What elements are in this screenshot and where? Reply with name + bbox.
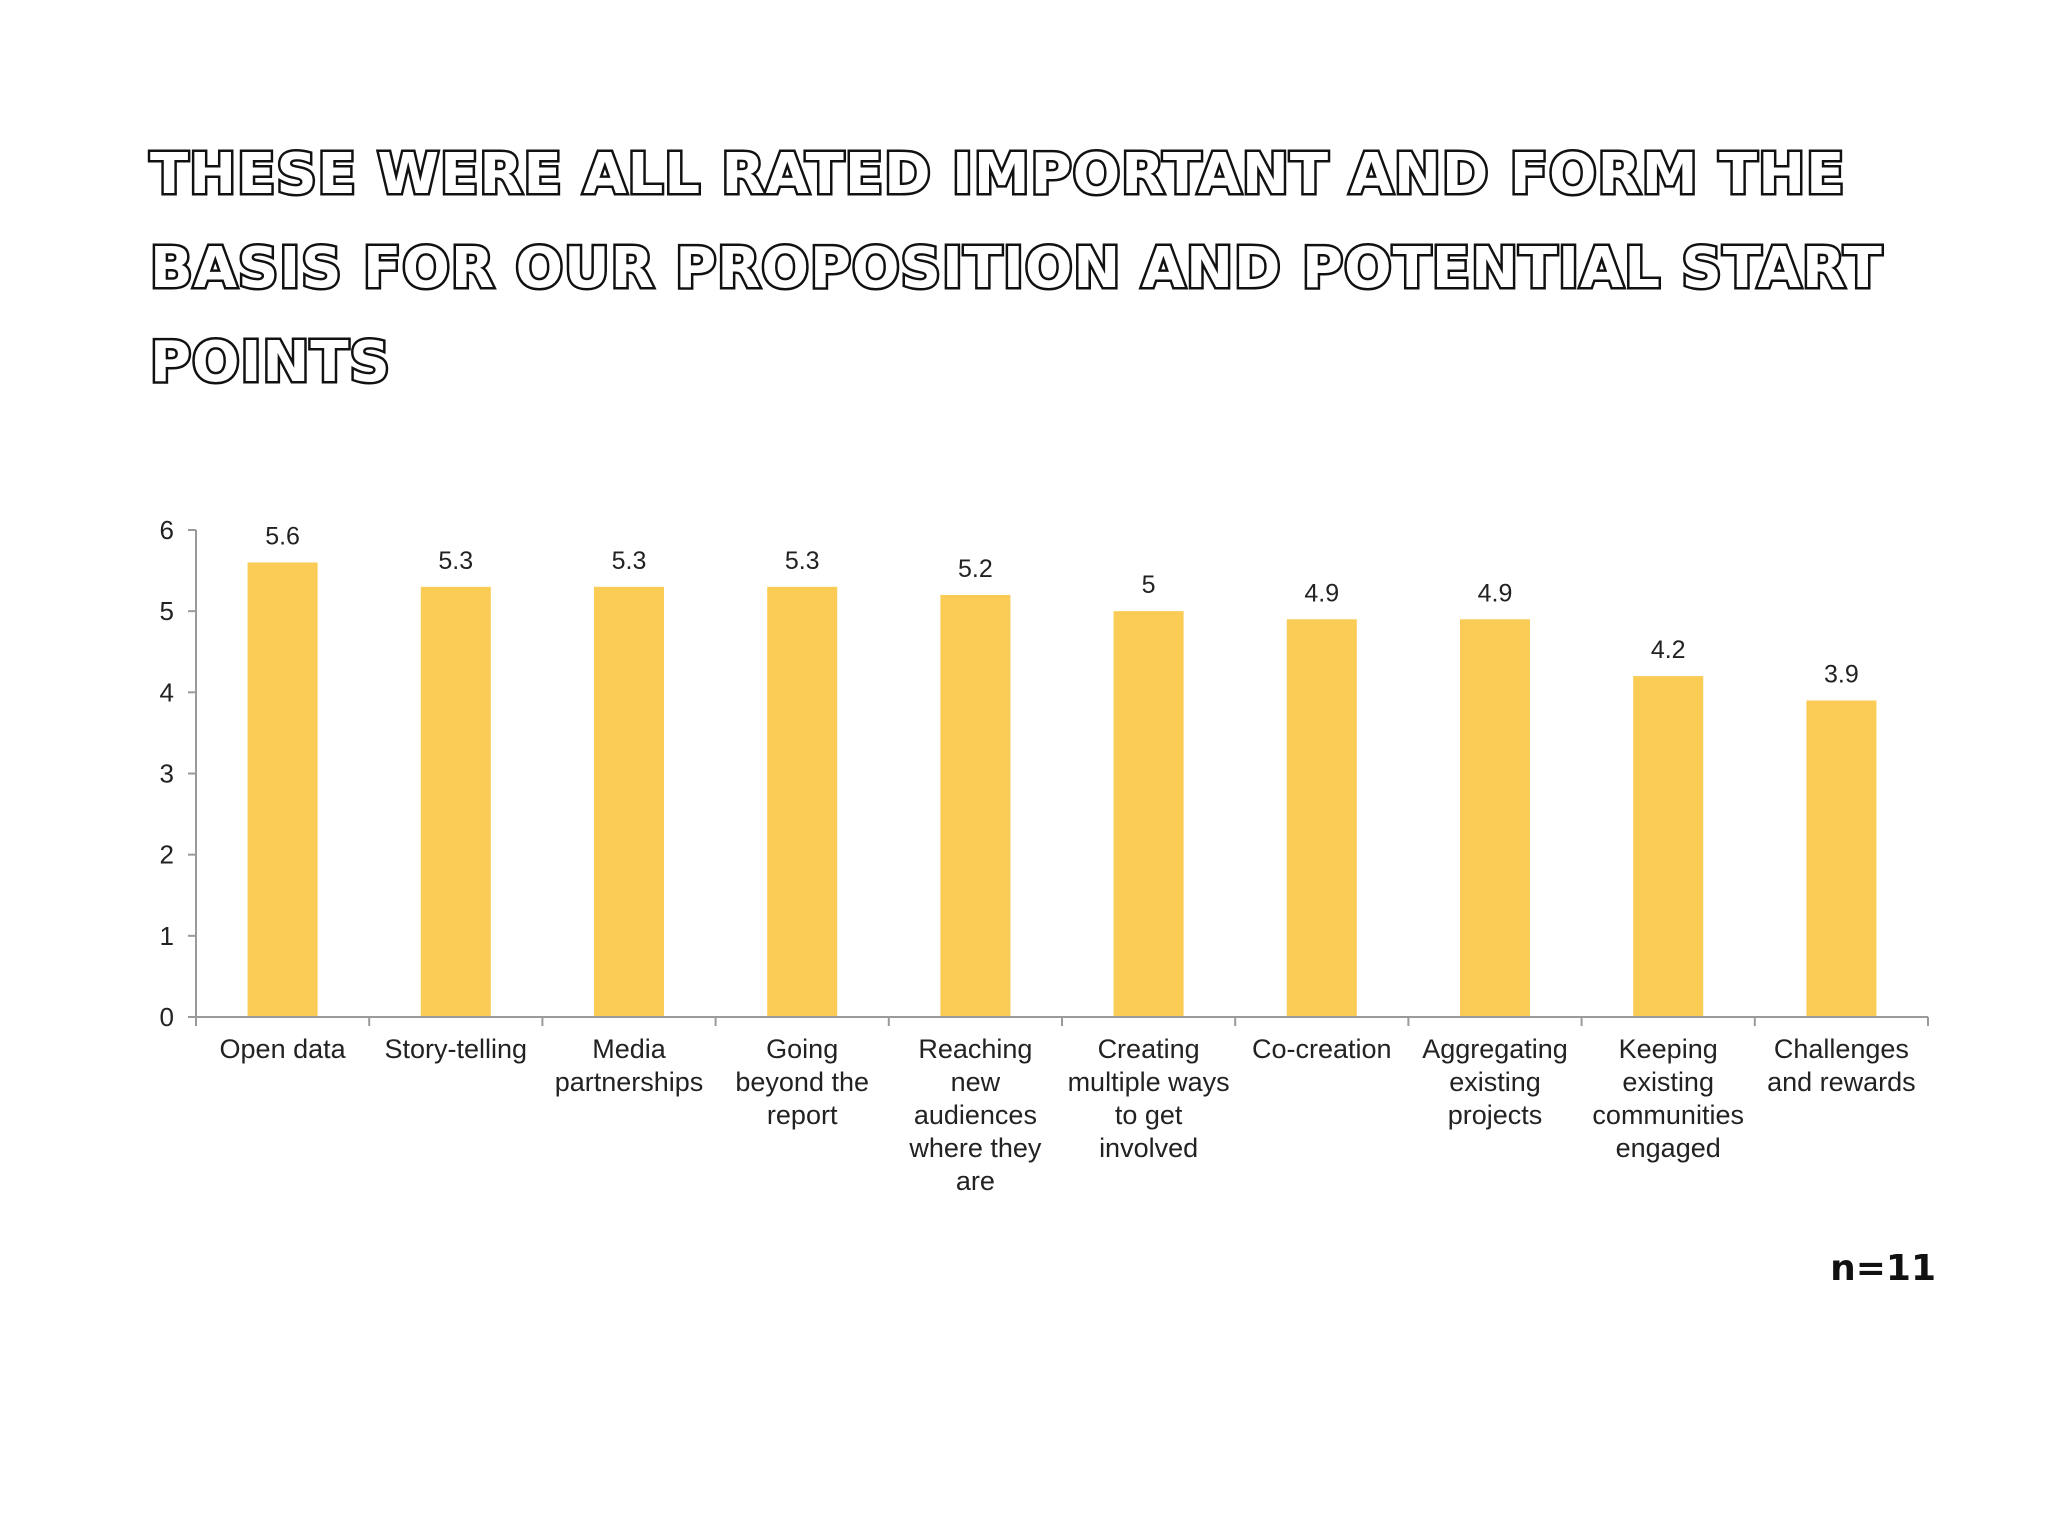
category-label-9: Keeping existing communities engaged: [1592, 1034, 1744, 1163]
data-labels-group: 5.6 5.3 5.3 5.3 5.2 5 4.9 4.9 4.2 3.9: [265, 522, 1859, 688]
bar-5: [940, 594, 1011, 1017]
data-label-6: 5: [1142, 571, 1156, 599]
data-label-10: 3.9: [1824, 660, 1859, 688]
bar-9: [1633, 676, 1704, 1017]
data-label-1: 5.6: [265, 522, 300, 550]
bar-8: [1460, 619, 1530, 1017]
category-label-3: Media partnerships: [555, 1034, 704, 1097]
category-label-7: Co-creation: [1252, 1034, 1392, 1064]
category-label-1: Open data: [220, 1034, 347, 1064]
bars-group: [247, 562, 1877, 1017]
y-tick-label-6: 6: [160, 515, 174, 545]
bar-2: [420, 586, 491, 1017]
data-label-4: 5.3: [785, 547, 820, 575]
data-label-7: 4.9: [1304, 579, 1339, 607]
category-label-4: Going beyond the report: [735, 1034, 869, 1130]
y-tick-label-5: 5: [160, 596, 174, 626]
data-label-2: 5.3: [438, 547, 473, 575]
category-label-10: Challenges and rewards: [1767, 1034, 1916, 1097]
y-tick-label-0: 0: [160, 1002, 174, 1032]
slide-title: These were all rated important and form …: [148, 140, 1885, 398]
category-label-6: Creating multiple ways to get involved: [1068, 1034, 1230, 1163]
y-axis: 0 1 2 3 4 5 6: [160, 515, 197, 1032]
bar-7: [1286, 619, 1357, 1017]
bar-3: [594, 586, 664, 1017]
data-label-9: 4.2: [1651, 636, 1686, 664]
y-tick-label-1: 1: [160, 921, 174, 951]
bar-4: [767, 586, 838, 1017]
y-tick-label-3: 3: [160, 759, 174, 789]
bar-1: [247, 562, 318, 1017]
x-axis: [195, 1016, 1929, 1026]
y-tick-label-4: 4: [160, 677, 174, 707]
bar-6: [1113, 611, 1184, 1017]
category-labels-group: Open data Story-telling Media partnerships G…: [220, 1034, 1916, 1196]
category-label-2: Story-telling: [385, 1034, 528, 1064]
data-label-3: 5.3: [612, 547, 647, 575]
category-label-5: Reaching new audiences where they are: [908, 1034, 1042, 1196]
y-tick-label-2: 2: [160, 840, 174, 870]
category-label-8: Aggregating existing projects: [1422, 1034, 1568, 1130]
data-label-8: 4.9: [1478, 579, 1513, 607]
bar-10: [1806, 700, 1877, 1017]
data-label-5: 5.2: [958, 555, 993, 583]
sample-size-label: n=11: [1830, 1248, 1936, 1289]
